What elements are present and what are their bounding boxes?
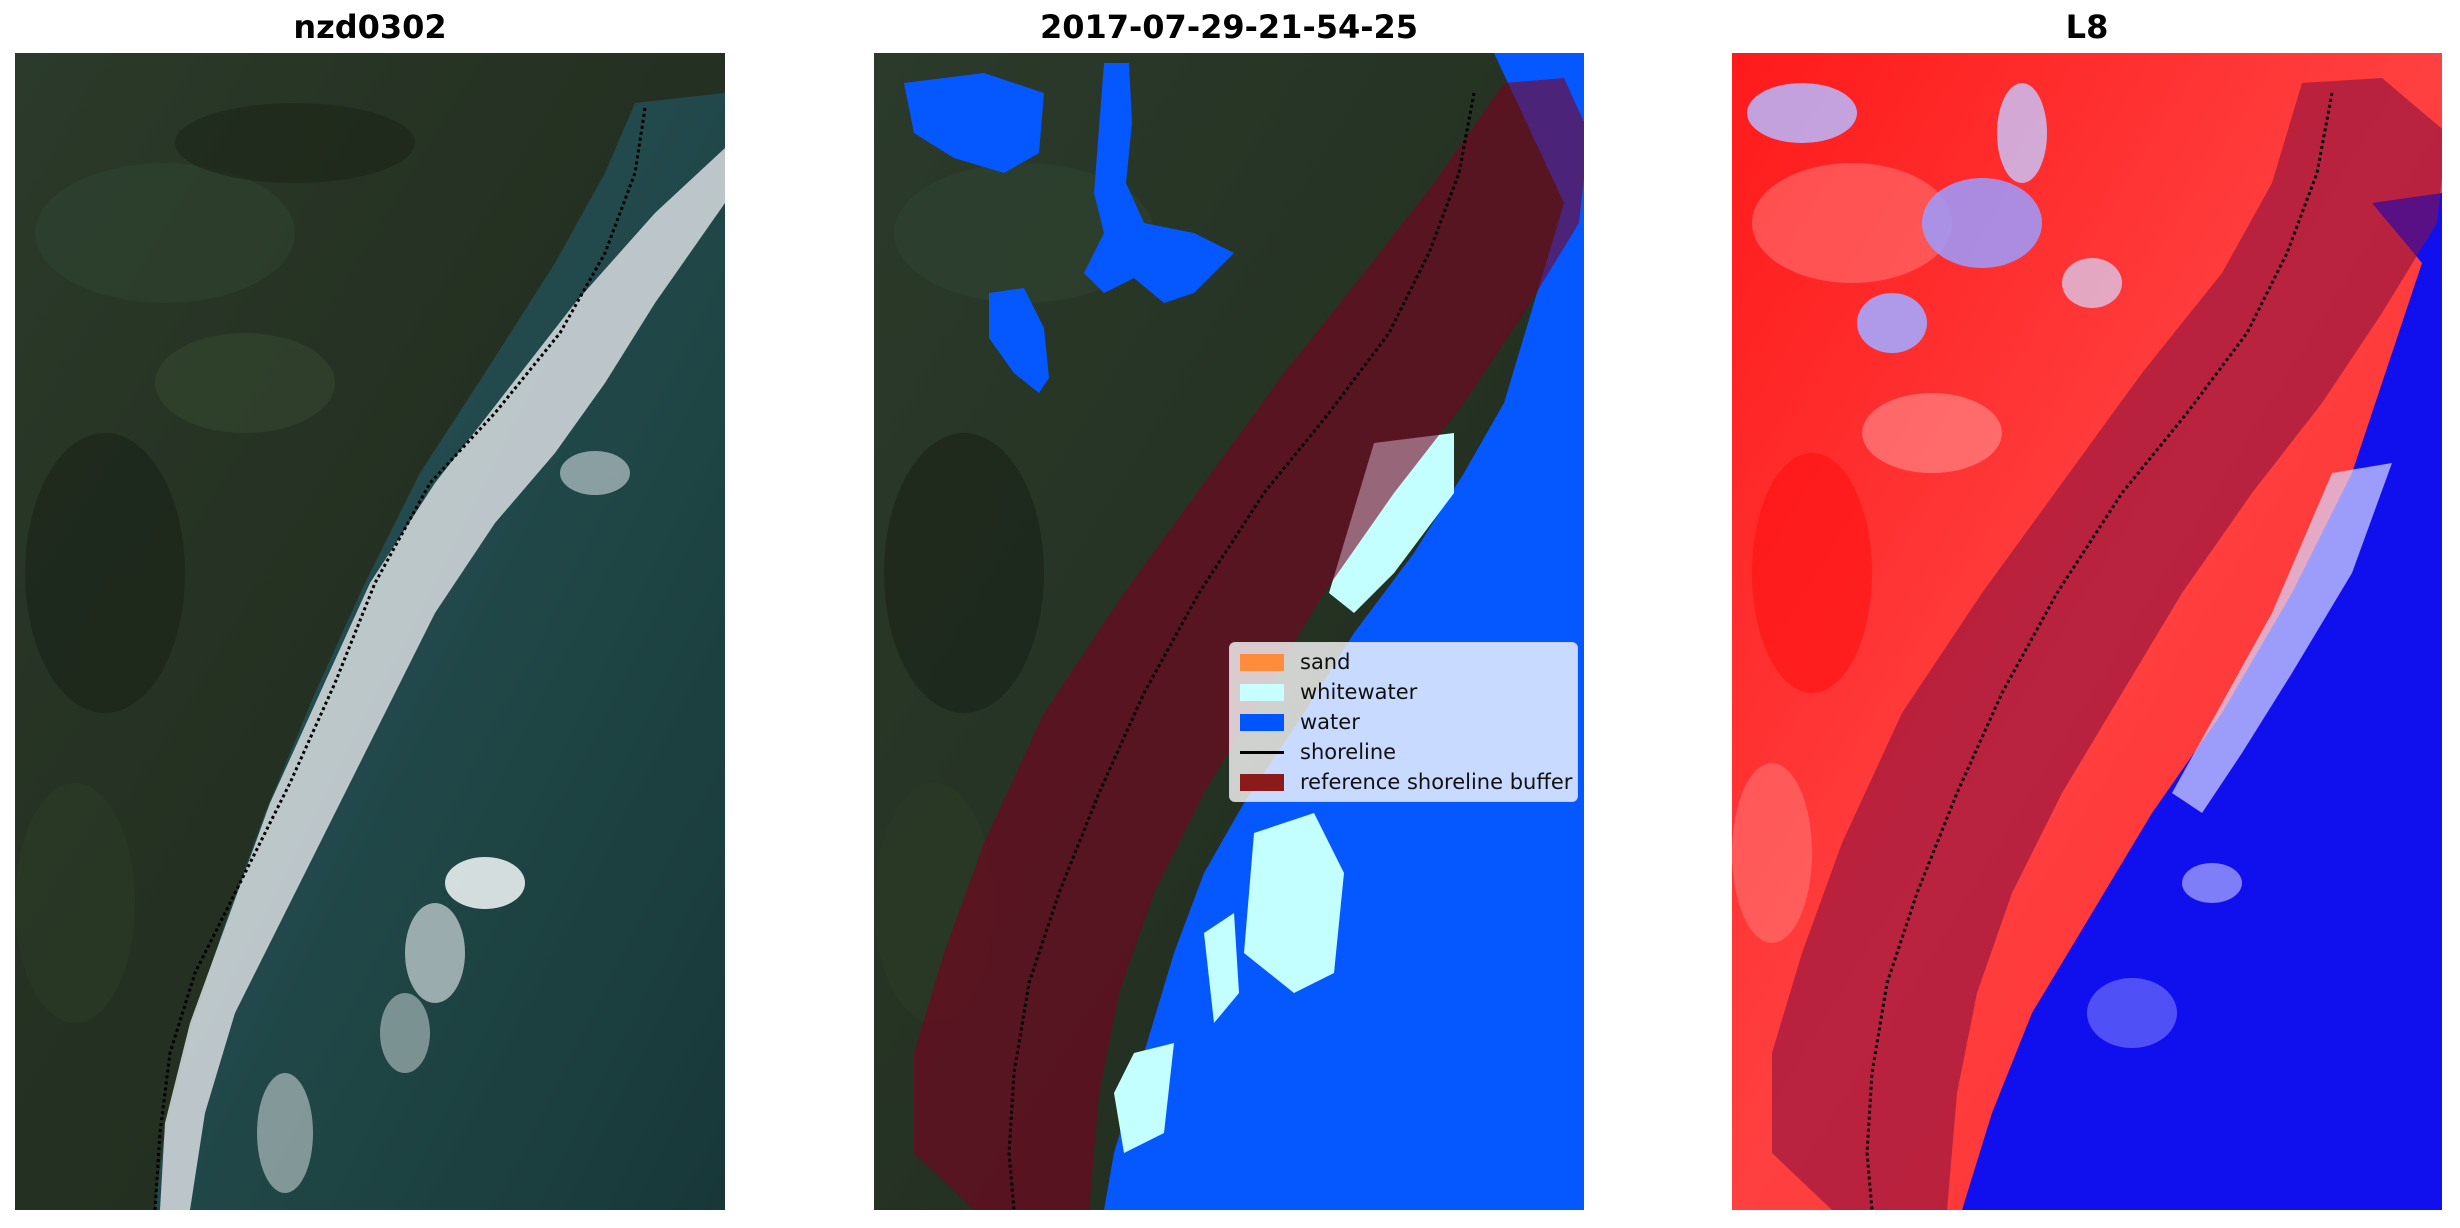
legend-label-shoreline: shoreline — [1300, 740, 1397, 764]
index-image — [1732, 53, 2442, 1210]
inland-water-blob-1 — [1747, 83, 1857, 143]
water-swatch — [1240, 713, 1284, 731]
panel-title-rgb: nzd0302 — [293, 8, 447, 46]
index-panel — [1732, 53, 2442, 1210]
legend-label-water: water — [1300, 710, 1360, 734]
legend-item-sand: sand — [1240, 647, 1350, 677]
legend: sand whitewater water shoreline referenc… — [1229, 642, 1578, 802]
shoreline-line — [1865, 92, 2334, 1210]
panel-title-classification: 2017-07-29-21-54-25 — [1039, 8, 1419, 46]
legend-item-shoreline: shoreline — [1240, 737, 1396, 767]
whitewater-3 — [1114, 1043, 1174, 1153]
whitewater-2 — [1244, 813, 1344, 993]
inland-water-3 — [989, 288, 1049, 393]
inland-water-1 — [904, 73, 1044, 173]
classification-image — [874, 53, 1584, 1210]
whitewater-4 — [1204, 913, 1239, 1023]
shoreline-line — [1007, 92, 1476, 1210]
legend-label-sand: sand — [1300, 650, 1351, 674]
legend-item-water: water — [1240, 707, 1360, 737]
rgb-image-panel — [15, 53, 725, 1210]
whitewater-1 — [1329, 433, 1454, 613]
buffer-swatch — [1240, 773, 1284, 791]
classification-panel — [874, 53, 1584, 1210]
index-sea — [1962, 193, 2442, 1210]
inland-water-blob-2 — [1922, 178, 2042, 268]
panel-title-index: L8 — [2065, 8, 2109, 46]
whitewater-swatch — [1240, 683, 1284, 701]
shoreline-swatch — [1240, 750, 1284, 754]
legend-label-whitewater: whitewater — [1300, 680, 1418, 704]
legend-label-buffer: reference shoreline buffer — [1300, 770, 1573, 794]
legend-item-buffer: reference shoreline buffer — [1240, 767, 1572, 797]
inland-water-blob-3 — [1857, 293, 1927, 353]
sand-swatch — [1240, 653, 1284, 671]
legend-item-whitewater: whitewater — [1240, 677, 1417, 707]
rgb-image — [15, 53, 725, 1210]
inland-water-2 — [1084, 63, 1234, 303]
reference-shoreline-buffer — [1772, 78, 2442, 1210]
